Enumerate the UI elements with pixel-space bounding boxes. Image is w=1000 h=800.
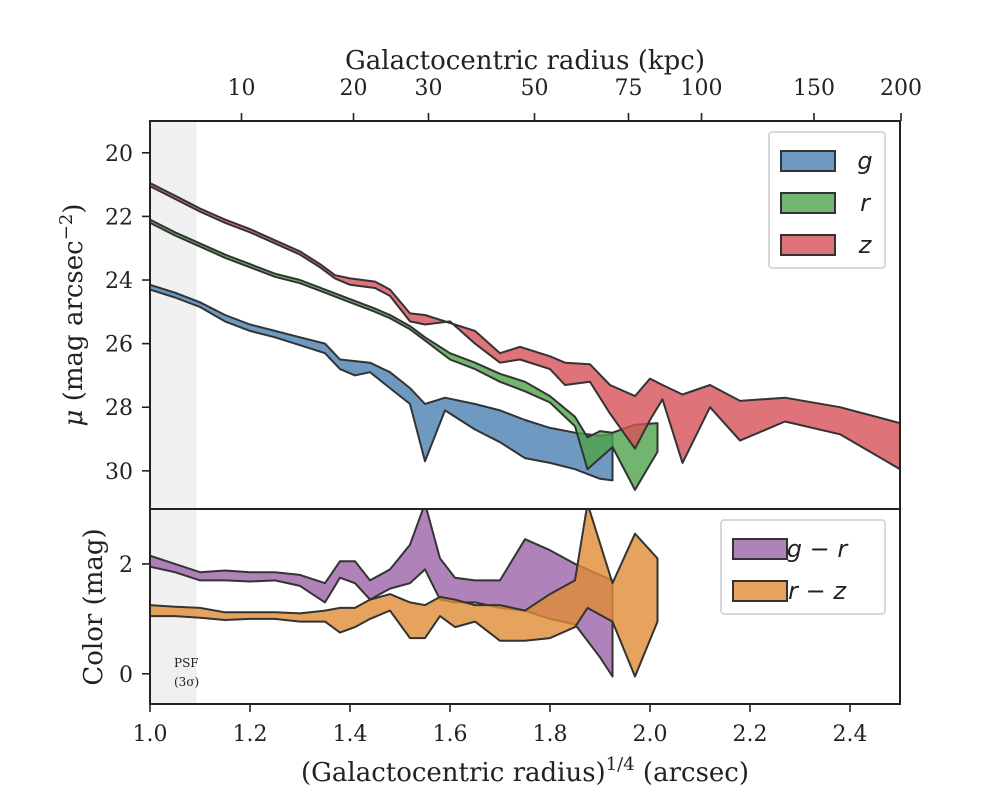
x-tick-label-3: 1.6 [433, 722, 468, 747]
bottom-x-axis-title: (Galactocentric radius)1/4 (arcsec) [301, 754, 749, 788]
y-tick-label-bottom-0: 0 [119, 663, 133, 688]
kpc-tick-label-2: 30 [415, 76, 443, 101]
x-tick-label-4: 1.8 [533, 722, 568, 747]
legend-label-top-2: z [858, 231, 873, 259]
y-tick-label-top-3: 26 [105, 333, 133, 358]
y-tick-label-top-1: 22 [105, 205, 133, 230]
y-tick-label-top-4: 28 [105, 396, 133, 421]
legend-swatch-bottom-1 [732, 580, 788, 602]
x-tick-label-6: 2.2 [733, 722, 768, 747]
bottom-y-axis-title: Color (mag) [79, 528, 109, 685]
top-y-axis-title: μ (mag arcsec−2) [56, 204, 89, 427]
kpc-tick-label-5: 100 [681, 76, 723, 101]
series-band-bottom-0 [150, 509, 614, 678]
legend-swatch-top-2 [780, 234, 836, 256]
psf-shade-top [150, 121, 197, 509]
series-band-top-1 [150, 218, 659, 491]
psf-label: PSF [174, 656, 199, 670]
y-tick-label-top-2: 24 [105, 269, 133, 294]
y-tick-label-top-0: 20 [105, 142, 133, 167]
surface-brightness-panel: 20 22 24 26 28 30 10 20 30 50 75 100 150 200 Galactoce… [56, 46, 922, 510]
series-band-top-2 [150, 182, 900, 471]
y-tick-label-bottom-1: 2 [119, 553, 133, 578]
kpc-tick-label-0: 10 [228, 76, 256, 101]
kpc-tick-label-7: 200 [880, 76, 922, 101]
y-tick-label-top-5: 30 [105, 460, 133, 485]
kpc-tick-label-1: 20 [340, 76, 368, 101]
x-tick-label-0: 1.0 [133, 722, 168, 747]
kpc-tick-label-4: 75 [615, 76, 643, 101]
series-band-bottom-1 [150, 509, 659, 678]
legend-swatch-bottom-0 [732, 538, 788, 560]
legend-label-bottom-0: g − r [787, 535, 850, 563]
x-tick-label-5: 2.0 [633, 722, 668, 747]
kpc-tick-label-3: 50 [521, 76, 549, 101]
x-tick-label-7: 2.4 [833, 722, 868, 747]
bottom-plot-frame [149, 508, 901, 705]
legend-swatch-top-0 [780, 150, 836, 172]
kpc-tick-label-6: 150 [793, 76, 835, 101]
color-panel: 0 2 1.0 1.2 1.4 1.6 1.8 2.0 2.2 2.4 (Galactocentri… [79, 508, 901, 788]
x-tick-label-2: 1.4 [333, 722, 368, 747]
legend-label-bottom-1: r − z [788, 577, 847, 605]
top-axis-title: Galactocentric radius (kpc) [345, 46, 705, 76]
legend-label-top-0: g [857, 147, 872, 175]
legend-swatch-top-1 [780, 192, 836, 214]
series-band-top-0 [150, 283, 614, 482]
psf-sigma-label: (3σ) [174, 675, 199, 689]
legend-label-top-1: r [860, 189, 872, 217]
x-tick-label-1: 1.2 [233, 722, 268, 747]
